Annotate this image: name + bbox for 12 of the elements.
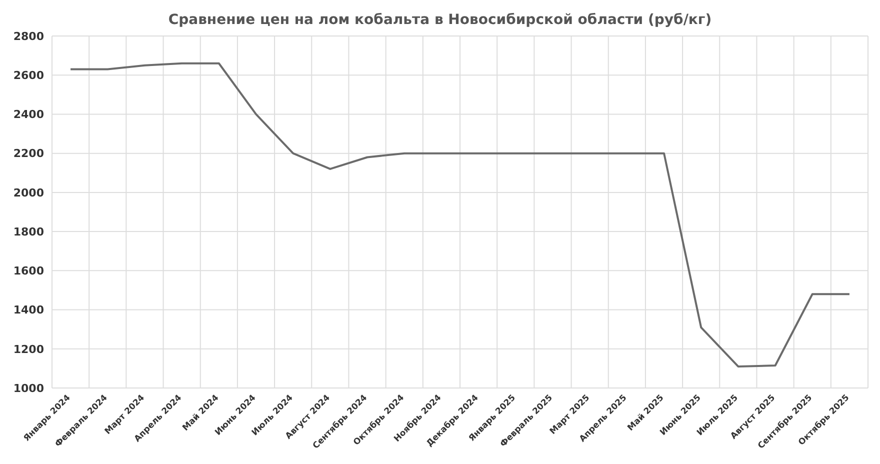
y-tick-label: 2400 <box>13 108 44 122</box>
y-tick-label: 1000 <box>13 382 44 395</box>
y-tick-label: 1600 <box>13 264 44 278</box>
y-tick-label: 2600 <box>13 69 44 82</box>
chart-title: Сравнение цен на лом кобальта в Новосибирской области (руб/кг) <box>167 12 713 28</box>
y-tick-label: 1800 <box>13 225 44 238</box>
y-tick-label: 2200 <box>13 147 44 160</box>
y-tick-label: 1400 <box>13 304 44 317</box>
y-tick-label: 2000 <box>13 186 44 200</box>
line-series <box>70 62 850 368</box>
y-tick-label: 1200 <box>13 342 44 356</box>
y-tick-label: 2800 <box>13 30 44 43</box>
